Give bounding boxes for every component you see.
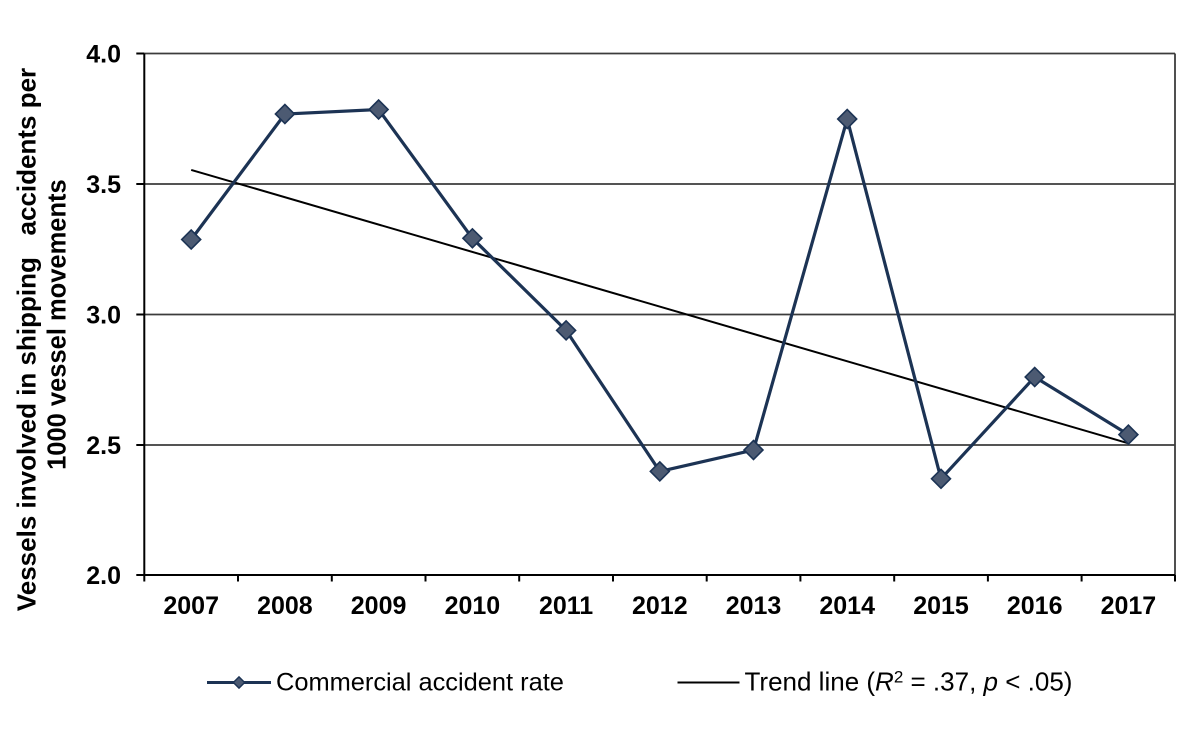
svg-text:2011: 2011 (539, 592, 593, 620)
svg-text:2014: 2014 (819, 592, 875, 620)
svg-text:2007: 2007 (163, 592, 219, 620)
svg-text:Commercial accident rate: Commercial accident rate (276, 669, 564, 697)
svg-text:Vessels involved in shipping: Vessels involved in shipping accidents p… (12, 68, 42, 611)
svg-text:2013: 2013 (726, 592, 782, 620)
svg-text:2017: 2017 (1101, 592, 1157, 620)
svg-text:3.0: 3.0 (86, 302, 121, 330)
svg-text:2.5: 2.5 (86, 432, 121, 460)
svg-text:2009: 2009 (351, 592, 407, 620)
svg-text:1000 vessel movements: 1000 vessel movements (44, 179, 72, 470)
svg-text:2012: 2012 (632, 592, 688, 620)
svg-text:2008: 2008 (257, 592, 313, 620)
svg-text:2015: 2015 (913, 592, 969, 620)
svg-text:3.5: 3.5 (86, 171, 121, 199)
svg-text:4.0: 4.0 (86, 41, 121, 69)
svg-text:2010: 2010 (445, 592, 501, 620)
svg-text:Trend line (R2 = .37, p < .05): Trend line (R2 = .37, p < .05) (745, 667, 1073, 697)
svg-text:2.0: 2.0 (86, 562, 121, 590)
svg-text:2016: 2016 (1007, 592, 1063, 620)
